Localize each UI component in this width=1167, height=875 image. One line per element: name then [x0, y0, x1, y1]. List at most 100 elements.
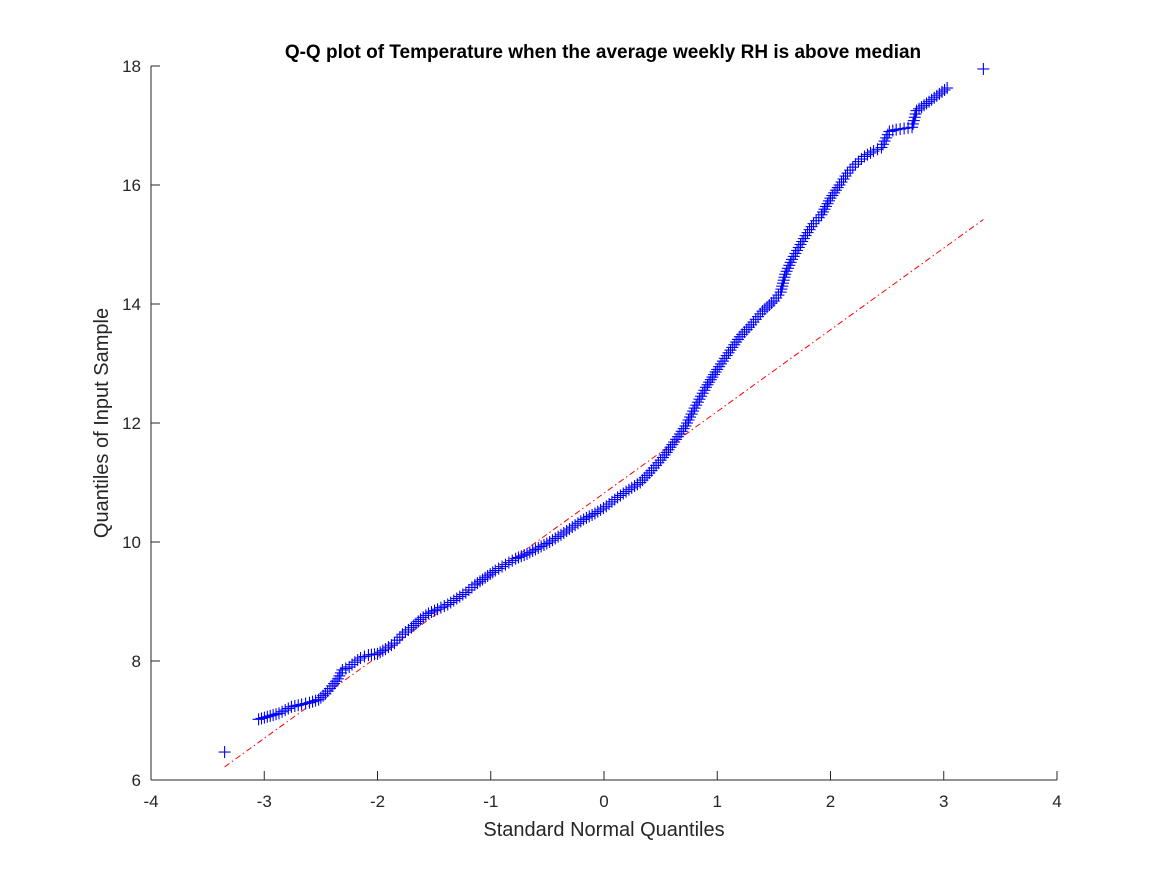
data-point — [774, 286, 787, 299]
data-point — [526, 544, 539, 557]
data-point — [826, 189, 839, 202]
data-point — [441, 598, 454, 611]
data-point — [535, 540, 548, 553]
data-point — [875, 141, 888, 154]
reference-line — [224, 219, 984, 768]
data-point — [858, 150, 871, 163]
data-point — [693, 393, 706, 406]
data-point — [509, 552, 522, 565]
x-tick-label: -4 — [143, 792, 158, 811]
data-point — [481, 569, 494, 582]
data-point — [846, 161, 859, 174]
data-point — [938, 83, 951, 96]
data-point — [489, 564, 502, 577]
data-point — [909, 107, 922, 120]
data-point — [818, 203, 831, 216]
data-point — [794, 238, 807, 251]
data-point — [839, 170, 852, 183]
data-point — [546, 534, 559, 547]
data-point — [781, 262, 794, 275]
data-point — [438, 600, 451, 613]
data-point — [382, 641, 395, 654]
x-tick-label: -2 — [370, 792, 385, 811]
data-point — [915, 101, 928, 114]
data-point — [379, 643, 392, 656]
data-point — [329, 675, 342, 688]
data-point — [393, 631, 406, 644]
data-point — [540, 537, 553, 550]
data-point — [594, 503, 607, 516]
data-point — [941, 82, 954, 95]
data-point — [264, 709, 277, 722]
data-point — [906, 121, 919, 134]
data-point — [690, 399, 703, 412]
data-point — [807, 217, 820, 230]
data-point — [691, 396, 704, 409]
data-point — [339, 662, 352, 675]
data-point — [677, 422, 690, 435]
y-ticks: 6 8 10 12 14 16 18 — [122, 57, 160, 790]
data-point — [886, 124, 899, 137]
data-point — [775, 283, 788, 296]
data-point — [343, 660, 356, 673]
data-point — [506, 554, 519, 567]
y-tick-label: 12 — [122, 414, 141, 433]
data-point — [815, 208, 828, 221]
data-point — [864, 146, 877, 159]
data-point — [492, 562, 505, 575]
data-point — [777, 274, 790, 287]
data-point — [468, 578, 481, 591]
x-tick-label: 2 — [826, 792, 835, 811]
data-point — [306, 695, 319, 708]
y-tick-label: 6 — [132, 771, 141, 790]
axes — [150, 66, 1057, 781]
data-point — [791, 244, 804, 257]
data-point — [456, 588, 469, 601]
data-point — [496, 560, 509, 573]
data-point — [520, 547, 533, 560]
data-point — [258, 711, 271, 724]
data-point — [708, 368, 721, 381]
data-point — [685, 408, 698, 421]
data-point — [906, 117, 919, 130]
data-point — [810, 214, 823, 227]
data-point — [518, 549, 531, 562]
data-point — [512, 551, 525, 564]
data-point — [580, 511, 593, 524]
data-point — [828, 186, 841, 199]
data-point — [272, 707, 285, 720]
data-point — [333, 669, 346, 682]
data-point — [261, 710, 274, 723]
data-point — [371, 647, 384, 660]
data-point — [805, 220, 818, 233]
data-point — [388, 637, 401, 650]
data-point — [336, 663, 349, 676]
x-tick-label: 3 — [939, 792, 948, 811]
data-point — [425, 606, 438, 619]
data-point — [908, 111, 921, 124]
data-point — [628, 480, 641, 493]
data-point — [819, 200, 832, 213]
data-point — [701, 378, 714, 391]
data-point — [783, 259, 796, 272]
data-point — [682, 414, 695, 427]
y-axis-label: Quantiles of Input Sample — [91, 308, 113, 538]
data-point — [687, 405, 700, 418]
data-point — [880, 131, 893, 144]
x-tick-label: 4 — [1052, 792, 1061, 811]
x-tick-label: -1 — [483, 792, 498, 811]
data-point — [252, 713, 265, 726]
data-point — [684, 411, 697, 424]
data-point — [907, 114, 920, 127]
data-point — [776, 277, 789, 290]
data-point — [792, 241, 805, 254]
data-point — [303, 696, 316, 709]
data-point — [532, 541, 545, 554]
data-point — [396, 628, 409, 641]
data-point — [385, 639, 398, 652]
data-point — [591, 505, 604, 518]
data-point — [218, 746, 231, 759]
data-point — [279, 704, 292, 717]
x-axis-label: Standard Normal Quantiles — [483, 819, 724, 841]
data-point — [288, 700, 301, 713]
